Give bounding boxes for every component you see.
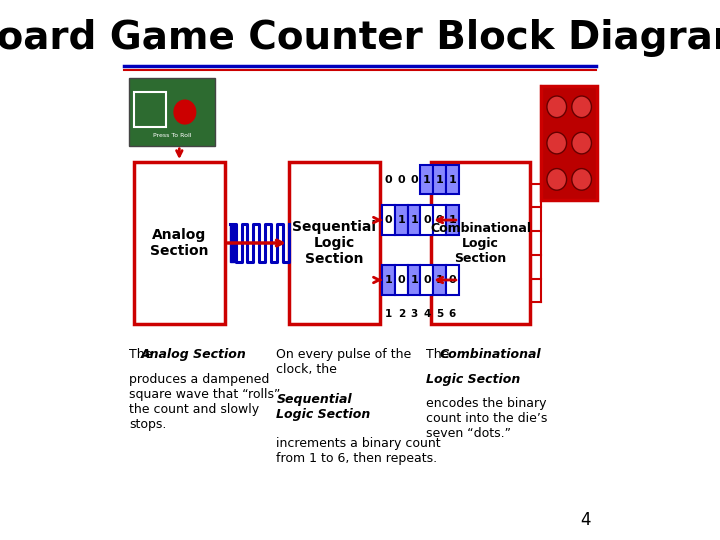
Text: 0: 0 [423, 275, 431, 285]
Text: encodes the binary
count into the die’s
seven “dots.”: encodes the binary count into the die’s … [426, 397, 548, 440]
Text: 1: 1 [410, 215, 418, 225]
Text: 5: 5 [436, 308, 444, 319]
Text: 1: 1 [436, 174, 444, 185]
Bar [395, 205, 408, 235]
Text: 0: 0 [384, 174, 392, 185]
Bar [420, 165, 433, 194]
Text: 4: 4 [423, 308, 431, 319]
Text: Board Game Counter Block Diagram: Board Game Counter Block Diagram [0, 19, 720, 57]
Bar [420, 205, 433, 235]
Bar [541, 86, 598, 200]
Text: 0: 0 [436, 215, 444, 225]
Bar [134, 162, 225, 324]
Text: 0: 0 [410, 174, 418, 185]
Bar [382, 265, 395, 295]
Bar [408, 205, 420, 235]
Text: Sequential
Logic
Section: Sequential Logic Section [292, 220, 376, 266]
Text: 1: 1 [410, 275, 418, 285]
Text: The: The [426, 348, 454, 361]
Circle shape [572, 168, 591, 190]
Text: increments a binary count
from 1 to 6, then repeats.: increments a binary count from 1 to 6, t… [276, 437, 441, 465]
Bar [446, 165, 459, 194]
Text: 0: 0 [423, 215, 431, 225]
Text: 0: 0 [397, 275, 405, 285]
Bar [382, 205, 395, 235]
Bar [134, 92, 166, 127]
Text: Logic Section: Logic Section [426, 373, 521, 386]
Text: 3: 3 [410, 308, 418, 319]
Text: 1: 1 [385, 308, 392, 319]
Bar [446, 265, 459, 295]
Text: 2: 2 [397, 308, 405, 319]
Bar [433, 205, 446, 235]
Circle shape [572, 132, 591, 154]
Text: Combinational: Combinational [440, 348, 541, 361]
Text: 1: 1 [397, 215, 405, 225]
Bar [420, 265, 433, 295]
Bar [431, 162, 530, 324]
Text: Analog Section: Analog Section [141, 348, 247, 361]
Text: 1: 1 [449, 215, 456, 225]
Text: 0: 0 [384, 215, 392, 225]
Text: 1: 1 [449, 174, 456, 185]
Text: Combinational
Logic
Section: Combinational Logic Section [430, 221, 531, 265]
Bar [433, 265, 446, 295]
Circle shape [572, 96, 591, 118]
Text: 0: 0 [397, 174, 405, 185]
Circle shape [547, 96, 567, 118]
Text: produces a dampened
square wave that “rolls”
the count and slowly
stops.: produces a dampened square wave that “ro… [129, 373, 280, 430]
Circle shape [547, 168, 567, 190]
Text: 6: 6 [449, 308, 456, 319]
Bar [446, 205, 459, 235]
Text: Press To Roll: Press To Roll [153, 133, 192, 138]
Text: 1: 1 [423, 174, 431, 185]
Bar [289, 162, 379, 324]
Bar [408, 265, 420, 295]
Text: Analog
Section: Analog Section [150, 228, 209, 258]
Text: 0: 0 [449, 275, 456, 285]
Text: Sequential
Logic Section: Sequential Logic Section [276, 393, 371, 421]
Polygon shape [230, 224, 235, 262]
Circle shape [547, 132, 567, 154]
Text: 4: 4 [580, 511, 591, 529]
Text: On every pulse of the
clock, the: On every pulse of the clock, the [276, 348, 412, 376]
Bar [129, 78, 215, 146]
Bar [433, 165, 446, 194]
Circle shape [174, 100, 196, 124]
Text: 1: 1 [384, 275, 392, 285]
Bar [395, 265, 408, 295]
Text: The: The [129, 348, 156, 361]
Text: 1: 1 [436, 275, 444, 285]
